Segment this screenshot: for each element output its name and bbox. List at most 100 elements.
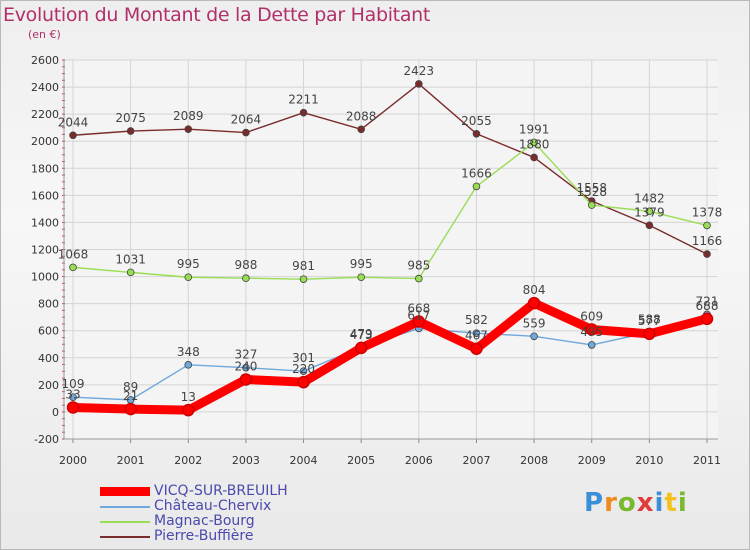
y-tick-label: 2400 — [31, 81, 59, 94]
x-tick-label: 2003 — [232, 454, 260, 467]
data-point-magnac-bourg — [530, 138, 538, 147]
data-label-magnac-bourg: 1482 — [634, 191, 665, 205]
data-point-vicq-sur-breuilh — [643, 327, 656, 341]
data-label-pierre-buffiere: 1880 — [519, 137, 550, 151]
axes: -200 0 200 400 600 800 1000 1200 1400 1600 1800 200… — [31, 54, 721, 467]
data-point-chateau-chervix — [587, 341, 596, 349]
y-tick-label: -200 — [34, 433, 59, 446]
data-label-pierre-buffiere: 2423 — [404, 64, 435, 78]
data-label-vicq-sur-breuilh: 473 — [350, 328, 373, 342]
legend-label: Magnac-Bourg — [154, 513, 255, 529]
logo-letter: i — [677, 488, 688, 518]
y-tick-label: 1800 — [31, 162, 59, 175]
data-point-magnac-bourg — [472, 182, 481, 191]
y-tick-label: 200 — [38, 379, 59, 392]
data-point-pierre-buffiere — [472, 129, 481, 138]
x-tick-label: 2008 — [520, 454, 548, 467]
data-label-chateau-chervix: 348 — [177, 345, 200, 359]
data-label-pierre-buffiere: 2055 — [461, 114, 492, 128]
y-tick-label: 1400 — [31, 216, 59, 229]
series-lines — [66, 80, 714, 417]
data-point-magnac-bourg — [415, 274, 423, 283]
y-tick-label: 600 — [38, 325, 59, 338]
data-label-pierre-buffiere: 2075 — [115, 111, 146, 125]
legend-label: Pierre-Buffière — [154, 528, 254, 544]
y-tick-label: 2200 — [31, 108, 59, 121]
y-tick-label: 0 — [52, 406, 59, 419]
data-label-magnac-bourg: 1378 — [692, 205, 723, 219]
data-point-chateau-chervix — [242, 363, 250, 372]
x-tick-label: 2004 — [290, 454, 318, 467]
logo-letter: P — [584, 488, 605, 518]
legend-swatch — [100, 521, 150, 523]
data-point-magnac-bourg — [299, 275, 308, 283]
data-label-vicq-sur-breuilh: 577 — [638, 314, 661, 328]
data-point-vicq-sur-breuilh — [297, 375, 310, 389]
x-tick-label: 2006 — [405, 454, 433, 467]
data-label-pierre-buffiere: 2211 — [288, 93, 319, 107]
data-label-vicq-sur-breuilh: 609 — [580, 309, 603, 323]
x-tick-label: 2010 — [635, 454, 663, 467]
data-point-pierre-buffiere — [126, 127, 135, 135]
data-label-magnac-bourg: 995 — [350, 257, 373, 271]
data-point-magnac-bourg — [357, 273, 365, 282]
data-point-vicq-sur-breuilh — [354, 341, 368, 355]
data-label-vicq-sur-breuilh: 13 — [181, 390, 196, 404]
logo-letter: o — [617, 488, 637, 518]
data-label-pierre-buffiere: 1379 — [634, 205, 665, 219]
y-tick-label: 1200 — [31, 244, 59, 257]
data-point-vicq-sur-breuilh — [412, 315, 426, 328]
data-label-magnac-bourg: 981 — [292, 259, 315, 273]
data-label-chateau-chervix: 588 — [638, 312, 661, 326]
data-point-vicq-sur-breuilh — [527, 296, 541, 310]
x-tick-label: 2009 — [578, 454, 606, 467]
data-label-chateau-chervix: 559 — [523, 316, 546, 330]
data-point-chateau-chervix — [472, 329, 481, 337]
data-point-chateau-chervix — [299, 367, 308, 375]
y-tick-label: 1600 — [31, 189, 59, 202]
data-label-magnac-bourg: 1528 — [576, 185, 607, 199]
logo-letter: i — [654, 488, 665, 518]
data-label-vicq-sur-breuilh: 804 — [523, 283, 546, 297]
data-label-chateau-chervix: 301 — [292, 351, 315, 365]
series-line-vicq-sur-breuilh — [68, 298, 712, 415]
data-label-chateau-chervix: 721 — [696, 294, 719, 308]
logo-letter: x — [636, 488, 655, 518]
data-point-magnac-bourg — [126, 268, 135, 277]
legend-label: Château-Chervix — [154, 498, 272, 514]
data-point-vicq-sur-breuilh — [124, 402, 137, 416]
data-point-chateau-chervix — [184, 361, 193, 369]
data-point-vicq-sur-breuilh — [585, 323, 598, 336]
y-tick-label: 2000 — [31, 135, 59, 148]
data-label-pierre-buffiere: 2064 — [231, 113, 262, 127]
data-label-magnac-bourg: 988 — [234, 258, 257, 272]
data-label-vicq-sur-breuilh: 220 — [292, 362, 315, 376]
y-tick-label: 800 — [38, 298, 59, 311]
x-tick-label: 2002 — [174, 454, 202, 467]
data-point-vicq-sur-breuilh — [66, 401, 80, 414]
data-label-vicq-sur-breuilh: 668 — [407, 302, 430, 316]
data-point-magnac-bourg — [703, 221, 711, 230]
data-label-magnac-bourg: 1666 — [461, 166, 492, 180]
data-label-chateau-chervix: 495 — [580, 325, 603, 339]
data-point-pierre-buffiere — [703, 250, 711, 258]
legend-swatch — [100, 487, 150, 496]
chart-unit-label: (en €) — [28, 28, 61, 41]
x-tick-label: 2007 — [462, 454, 490, 467]
y-tick-label: 2600 — [31, 54, 59, 67]
data-point-magnac-bourg — [645, 207, 654, 216]
data-label-chateau-chervix: 617 — [407, 308, 430, 322]
data-labels: 2044 2075 2089 2064 2211 2088 2423 2055 1880 1558… — [58, 64, 723, 404]
x-tick-label: 2005 — [347, 454, 375, 467]
data-point-vicq-sur-breuilh — [239, 373, 253, 386]
series-line-magnac-bourg — [72, 141, 708, 280]
data-point-pierre-buffiere — [242, 128, 250, 137]
data-label-magnac-bourg: 985 — [407, 259, 430, 273]
x-tick-label: 2001 — [117, 454, 145, 467]
data-point-magnac-bourg — [587, 201, 596, 209]
data-label-pierre-buffiere: 1558 — [576, 181, 607, 195]
grid — [64, 59, 718, 440]
data-label-chateau-chervix: 582 — [465, 313, 488, 327]
data-point-vicq-sur-breuilh — [182, 403, 195, 417]
